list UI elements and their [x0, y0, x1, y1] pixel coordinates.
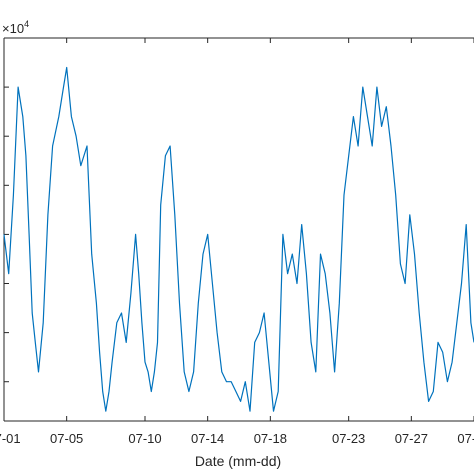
x-tick-label: 07-27: [395, 431, 428, 446]
x-tick-label: 07-18: [254, 431, 287, 446]
x-ticks: 07-01 07-05 07-10 07-14 07-18 07-23 07-27 07-31: [0, 38, 474, 446]
x-tick-label: 07-05: [50, 431, 83, 446]
series-layer: [3, 66, 474, 412]
axes-frame: [3, 37, 474, 422]
y-multiplier-label: ×104: [2, 19, 29, 36]
y-ticks: [4, 86, 9, 383]
x-tick-label: 07-31: [457, 431, 474, 446]
x-axis-label: Date (mm-dd): [195, 453, 281, 469]
x-tick-label: 07-14: [191, 431, 224, 446]
y-multiplier-exponent: 4: [24, 19, 29, 29]
series-line: [3, 66, 474, 412]
x-tick-label: 07-01: [0, 431, 21, 446]
x-tick-label: 07-23: [332, 431, 365, 446]
x-tick-label: 07-10: [128, 431, 161, 446]
